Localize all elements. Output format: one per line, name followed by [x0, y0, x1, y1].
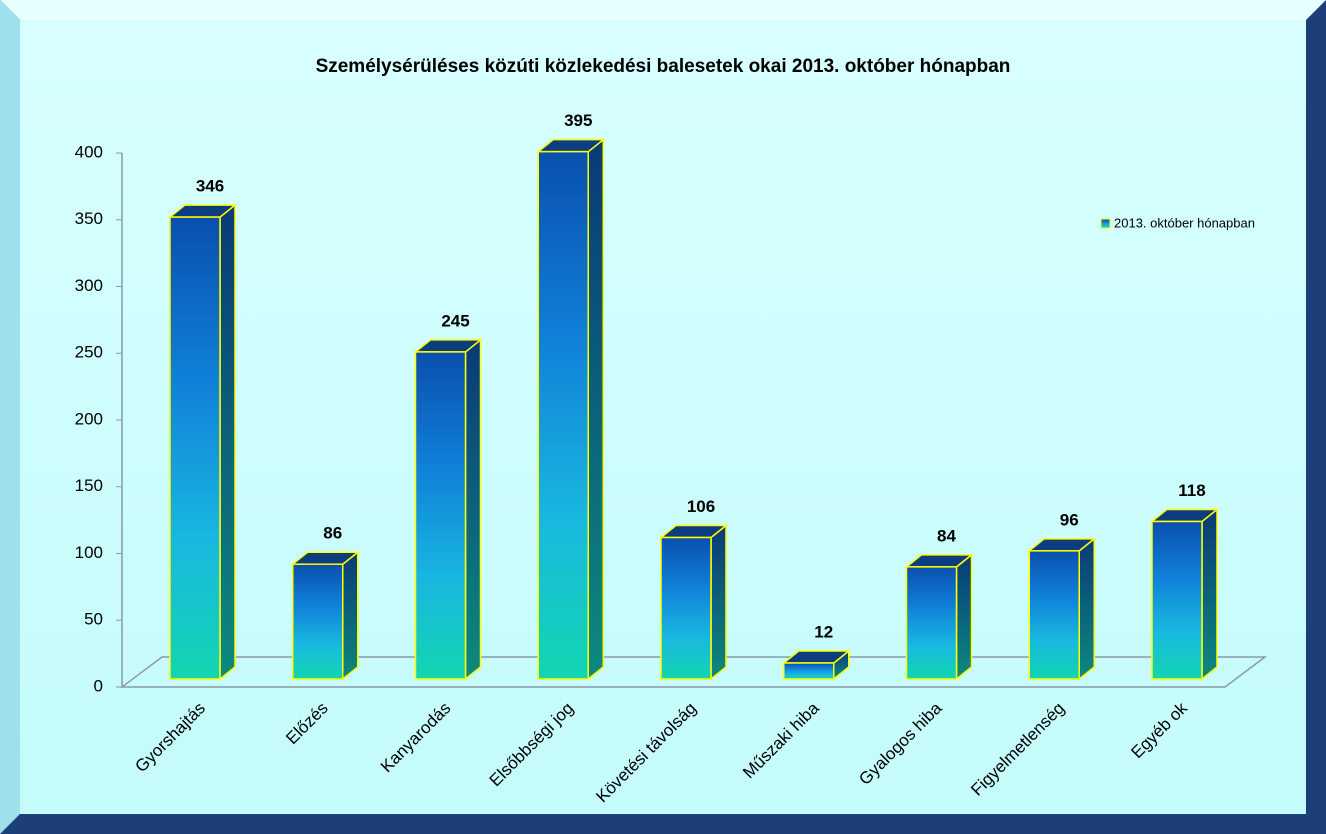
value-label: 84: [937, 526, 956, 545]
bar: [167, 203, 238, 681]
bar: [904, 553, 974, 681]
bar-front: [1028, 550, 1080, 680]
floor: [119, 656, 1268, 688]
value-label: 346: [196, 177, 224, 196]
legend-label: 2013. október hónapban: [1114, 215, 1255, 230]
bar-front: [905, 566, 958, 680]
y-tick-label: 250: [75, 343, 103, 362]
bar: [658, 523, 729, 681]
value-label: 245: [441, 311, 469, 330]
value-label: 12: [814, 622, 833, 641]
legend-swatch: [1100, 218, 1111, 229]
y-tick-label: 200: [75, 409, 103, 428]
bar-front: [414, 351, 467, 680]
bar-front: [783, 662, 835, 680]
bar-side: [955, 553, 973, 681]
chart-title: Személysérüléses közúti közlekedési bale…: [316, 56, 1011, 77]
bar-front: [169, 216, 221, 680]
bar-front: [292, 563, 344, 680]
y-tick-label: 300: [75, 276, 103, 295]
y-tick-label: 400: [75, 142, 103, 161]
bar-side: [464, 338, 482, 681]
bar: [290, 550, 360, 681]
bar-side: [219, 203, 236, 681]
bar-side: [342, 550, 359, 681]
y-tick-label: 50: [84, 610, 103, 629]
bevel: [0, 0, 1326, 20]
y-tick-label: 100: [75, 543, 103, 562]
y-tick-label: 150: [75, 476, 103, 495]
y-tick-label: 0: [94, 676, 103, 695]
bar-side: [1201, 507, 1218, 681]
bar-side: [710, 523, 727, 681]
bevel: [0, 0, 20, 834]
bar-side: [1078, 537, 1095, 681]
bar-front: [537, 150, 589, 680]
bar-front: [1151, 520, 1203, 680]
y-tick-label: 350: [75, 209, 103, 228]
bar-side: [587, 138, 604, 681]
value-label: 106: [687, 497, 715, 516]
bar: [1149, 507, 1220, 681]
bar: [413, 338, 483, 681]
value-label: 96: [1060, 510, 1079, 529]
bar: [1027, 537, 1097, 681]
bar: [536, 138, 606, 681]
value-label: 395: [564, 111, 592, 130]
bar: [781, 649, 851, 681]
bar-front: [660, 536, 712, 680]
value-label: 118: [1178, 481, 1205, 500]
value-label: 86: [323, 524, 342, 543]
